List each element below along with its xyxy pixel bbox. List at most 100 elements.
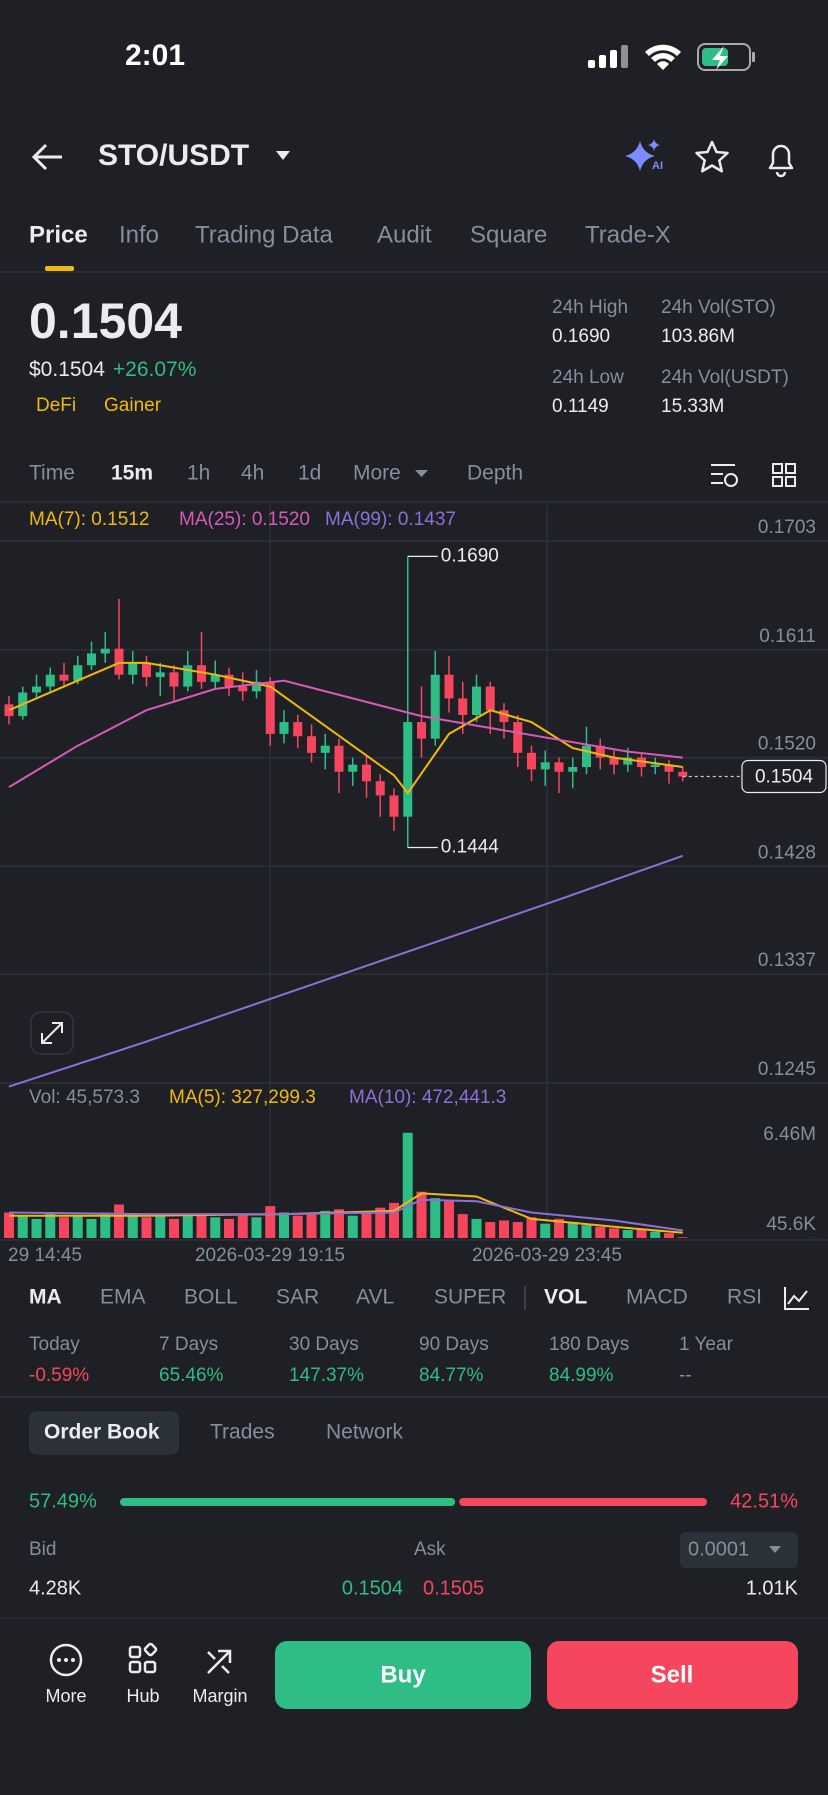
indicator[interactable]: RSI [727, 1286, 762, 1309]
margin-icon[interactable] [207, 1649, 232, 1674]
indicator[interactable]: VOL [544, 1286, 587, 1309]
interval[interactable]: 4h [241, 462, 264, 485]
volume-bar [540, 1223, 551, 1238]
buy-button[interactable] [275, 1641, 531, 1709]
tag[interactable]: DeFi [36, 395, 76, 416]
vol-ma-line [9, 1192, 683, 1234]
book-tab[interactable]: Network [326, 1421, 404, 1444]
stat-value: 15.33M [661, 396, 724, 417]
volume-bar [554, 1218, 564, 1238]
candle-body [183, 665, 193, 687]
indicator[interactable]: EMA [100, 1286, 146, 1309]
ma-line [8, 679, 683, 788]
bid-ratio: 57.49% [29, 1490, 97, 1512]
indicator[interactable]: SAR [276, 1286, 319, 1309]
perf-label: 30 Days [289, 1334, 359, 1355]
interval[interactable]: Time [29, 462, 75, 485]
perf-value: -- [679, 1365, 692, 1386]
volume-bar [306, 1214, 317, 1238]
indicator[interactable]: BOLL [184, 1286, 238, 1309]
precision-box[interactable] [680, 1532, 798, 1568]
indicator-icon[interactable] [784, 1287, 809, 1310]
volume-bar [4, 1212, 14, 1238]
star-icon[interactable] [695, 140, 729, 173]
x-tick-label: 29 14:45 [8, 1245, 82, 1266]
candle-body [224, 674, 234, 687]
volume-bar [155, 1215, 166, 1238]
hub-icon[interactable] [128, 1642, 158, 1674]
book-tab[interactable]: Trades [210, 1421, 275, 1444]
ai-icon[interactable]: AI [625, 139, 663, 172]
volume-bar [31, 1218, 42, 1238]
candle-body [348, 764, 358, 772]
candle-body [210, 674, 220, 682]
candle-body [238, 686, 248, 692]
indicator[interactable]: SUPER [434, 1286, 506, 1309]
volume-bar [402, 1132, 413, 1238]
vol-ma-line [8, 1198, 683, 1232]
volume-bar [389, 1202, 399, 1238]
stat-label: 24h Vol(STO) [661, 297, 776, 318]
pair-caret[interactable] [276, 151, 290, 160]
volume-bar [664, 1233, 674, 1238]
tab[interactable]: Audit [377, 221, 432, 248]
nav-label[interactable]: Margin [192, 1686, 247, 1706]
volume-bar [361, 1212, 372, 1238]
volume-bar [595, 1226, 606, 1238]
interval[interactable]: More [353, 462, 401, 485]
candle-body [252, 681, 261, 692]
candle-body [623, 757, 633, 765]
expand-icon[interactable] [30, 1011, 74, 1055]
indicator[interactable]: AVL [356, 1286, 394, 1309]
volume-bar [567, 1222, 578, 1238]
volume-bar [182, 1214, 193, 1238]
ask-ratio-bar [459, 1498, 707, 1506]
stat-value: 103.86M [661, 326, 735, 347]
interval[interactable]: 1d [298, 462, 321, 485]
bell-icon[interactable] [768, 144, 794, 178]
buy-label[interactable]: Buy [380, 1661, 426, 1688]
perf-value: 84.99% [549, 1365, 614, 1386]
y-tick-label: 0.1245 [758, 1059, 816, 1080]
candle-body [142, 662, 151, 678]
interval[interactable]: 15m [111, 462, 153, 485]
max-label: 0.1690 [441, 545, 499, 566]
candle-body [293, 722, 303, 737]
volume-bar [650, 1231, 661, 1238]
tag[interactable]: Gainer [104, 395, 162, 416]
volume-bar [265, 1206, 276, 1238]
tab[interactable]: Info [119, 221, 159, 248]
interval[interactable]: 1h [187, 462, 210, 485]
nav-label[interactable]: More [45, 1686, 86, 1706]
nav-label[interactable]: Hub [126, 1686, 159, 1706]
volume-bar [485, 1222, 496, 1238]
candle-body [527, 752, 536, 770]
tab[interactable]: Trade-X [585, 221, 671, 248]
perf-label: 90 Days [419, 1334, 489, 1355]
ma-line [8, 661, 683, 795]
chart-settings-icon[interactable] [711, 464, 738, 487]
perf-value: 147.37% [289, 1365, 364, 1386]
sell-button[interactable] [547, 1641, 798, 1709]
precision[interactable]: 0.0001 [688, 1538, 749, 1560]
candle-body [582, 745, 591, 768]
x-tick-label: 2026-03-29 23:45 [472, 1245, 622, 1266]
back-icon[interactable] [31, 143, 62, 171]
more-icon[interactable] [49, 1643, 83, 1677]
candle-body [458, 698, 468, 715]
tab[interactable]: Price [29, 221, 88, 248]
volume-bar [609, 1228, 619, 1238]
pair-title[interactable]: STO/USDT [98, 139, 249, 172]
book-tab[interactable]: Order Book [44, 1421, 160, 1444]
candle-body [87, 653, 96, 666]
candle-body [334, 745, 344, 772]
tab[interactable]: Square [470, 221, 547, 248]
interval[interactable]: Depth [467, 462, 523, 485]
indicator[interactable]: MA [29, 1286, 62, 1309]
indicator[interactable]: MACD [626, 1286, 688, 1309]
layout-icon[interactable] [772, 463, 796, 487]
sell-label[interactable]: Sell [651, 1661, 694, 1688]
tab[interactable]: Trading Data [195, 221, 334, 248]
vol-ma-legend: MA(5): 327,299.3 [169, 1087, 316, 1108]
